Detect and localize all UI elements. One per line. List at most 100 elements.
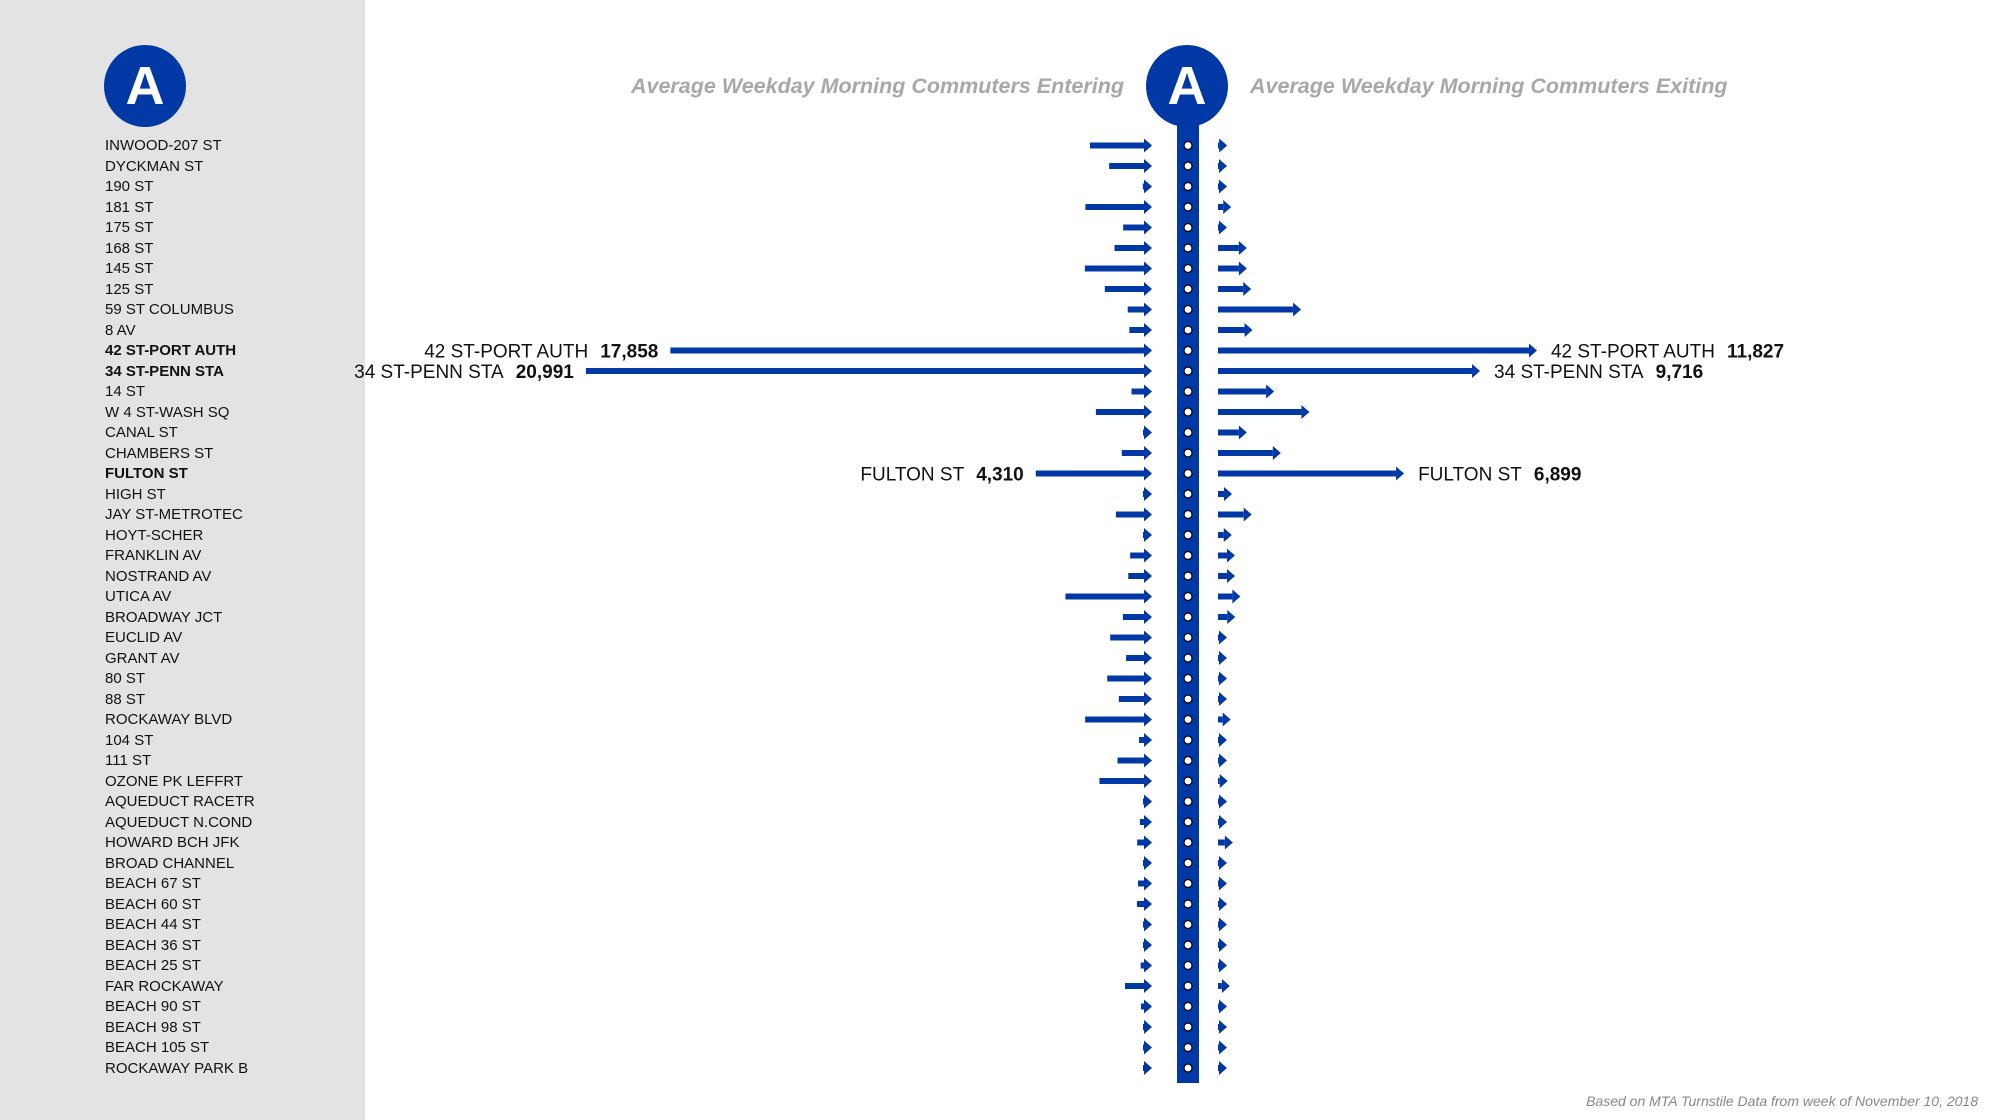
station-dot — [1183, 591, 1193, 602]
route-a-bullet-icon: A — [1146, 45, 1228, 127]
station-list-item: HIGH ST — [105, 485, 166, 503]
station-dot — [1183, 448, 1193, 458]
exiting-bar — [1218, 897, 1227, 911]
station-dot — [1183, 550, 1193, 561]
entering-bar — [1114, 241, 1152, 255]
station-list-item: UTICA AV — [105, 588, 172, 605]
station-list-item: BEACH 90 ST — [105, 998, 201, 1015]
entering-bar — [1136, 897, 1152, 911]
station-list-item: 145 ST — [105, 260, 154, 277]
exiting-bar — [1218, 343, 1537, 358]
entering-bar — [1123, 220, 1152, 235]
exiting-bar — [1218, 282, 1252, 296]
station-list-item: BEACH 67 ST — [105, 875, 201, 892]
route-trunk-line — [1177, 120, 1199, 1083]
value-label: 17,858 — [600, 342, 658, 363]
value-label: 9,716 — [1656, 362, 1704, 383]
station-list-item: 42 ST-PORT AUTH — [105, 342, 237, 359]
exiting-bar — [1218, 692, 1227, 706]
station-dot — [1183, 325, 1193, 335]
station-dot — [1183, 1001, 1193, 1012]
exiting-bar — [1218, 630, 1227, 645]
exiting-bar — [1218, 200, 1232, 214]
station-dot — [1183, 837, 1193, 848]
entering-bar — [1128, 569, 1152, 583]
exiting-bar — [1218, 1061, 1227, 1075]
station-list: INWOOD-207 ST DYCKMAN ST 190 ST 181 ST 175 S… — [105, 136, 255, 1079]
station-dot — [1183, 407, 1193, 417]
exiting-bar — [1218, 507, 1252, 522]
station-dot — [1183, 653, 1193, 663]
station-list-item: BEACH 98 ST — [105, 1018, 201, 1036]
station-sidebar: A INWOOD-207 ST DYCKMAN ST 190 ST 181 ST 175… — [0, 0, 365, 1120]
station-list-item: JAY ST-METROTEC — [105, 506, 243, 523]
exiting-bar — [1218, 733, 1227, 747]
station-dot — [1183, 940, 1193, 950]
station-dot — [1183, 284, 1193, 294]
entering-bar — [1035, 466, 1152, 481]
station-list-item: 190 ST — [105, 178, 154, 195]
exiting-bar — [1218, 446, 1281, 460]
entering-bar — [1139, 733, 1152, 747]
entering-bar — [1130, 548, 1152, 563]
station-dot — [1183, 919, 1193, 930]
exiting-bar — [1218, 979, 1230, 993]
exiting-bar — [1218, 712, 1231, 727]
station-dot — [1183, 817, 1193, 827]
entering-bar — [1139, 815, 1152, 829]
station-list-item: 111 ST — [105, 752, 152, 769]
station-label: FULTON ST — [1418, 465, 1522, 486]
exiting-bar — [1218, 794, 1227, 809]
entering-bar — [1110, 630, 1152, 645]
station-dot — [1183, 304, 1193, 315]
exiting-bar — [1218, 528, 1232, 542]
exiting-bar — [1218, 384, 1275, 399]
exiting-bar — [1218, 138, 1228, 153]
exiting-bar — [1218, 159, 1227, 173]
station-list-item: BEACH 36 ST — [105, 936, 201, 954]
entering-bar — [1127, 302, 1152, 317]
station-list-item: 88 ST — [105, 690, 146, 708]
entering-bar — [1143, 1061, 1152, 1075]
entering-bar — [1085, 712, 1152, 727]
exiting-bar — [1218, 876, 1227, 891]
station-list-item: FAR ROCKAWAY — [105, 977, 224, 995]
station-list-item: 175 ST — [105, 219, 154, 236]
entering-bar — [1117, 753, 1152, 768]
station-list-item: ROCKAWAY BLVD — [105, 711, 233, 728]
entering-bar — [1143, 1040, 1152, 1055]
station-list-item: FRANKLIN AV — [105, 547, 202, 564]
station-dot — [1183, 386, 1193, 397]
station-label: FULTON ST — [860, 465, 964, 486]
entering-bar — [1121, 446, 1152, 460]
exiting-bar — [1218, 999, 1227, 1014]
station-list-item: CHAMBERS ST — [105, 444, 214, 462]
station-list-item: 104 ST — [105, 731, 154, 749]
station-dot — [1183, 202, 1193, 212]
exiting-bar — [1218, 610, 1236, 624]
station-list-item: INWOOD-207 ST — [105, 137, 222, 154]
entering-bar — [1143, 856, 1152, 870]
entering-bar — [1084, 261, 1152, 276]
exiting-bar — [1218, 425, 1247, 440]
station-label: 42 ST-PORT AUTH — [1551, 342, 1715, 363]
station-list-item: 125 ST — [105, 280, 154, 298]
exiting-bar — [1218, 241, 1247, 255]
station-list-item: 181 ST — [105, 198, 154, 216]
value-label: 4,310 — [976, 465, 1024, 486]
footnote: Based on MTA Turnstile Data from week of… — [1586, 1093, 1978, 1109]
exiting-bar — [1218, 302, 1302, 317]
station-dot — [1183, 776, 1193, 786]
station-list-item: FULTON ST — [105, 465, 188, 482]
exiting-bar — [1218, 589, 1241, 604]
station-list-item: BEACH 44 ST — [105, 916, 201, 933]
entering-bar — [1143, 917, 1152, 932]
route-a-bullet-icon: A — [104, 45, 186, 127]
station-dot — [1183, 899, 1193, 909]
station-list-item: BEACH 105 ST — [105, 1039, 210, 1056]
entering-bar — [1137, 876, 1152, 891]
entering-bar — [1140, 958, 1152, 973]
station-list-item: BEACH 60 ST — [105, 895, 201, 913]
exiting-title: Average Weekday Morning Commuters Exitin… — [1250, 74, 1728, 98]
